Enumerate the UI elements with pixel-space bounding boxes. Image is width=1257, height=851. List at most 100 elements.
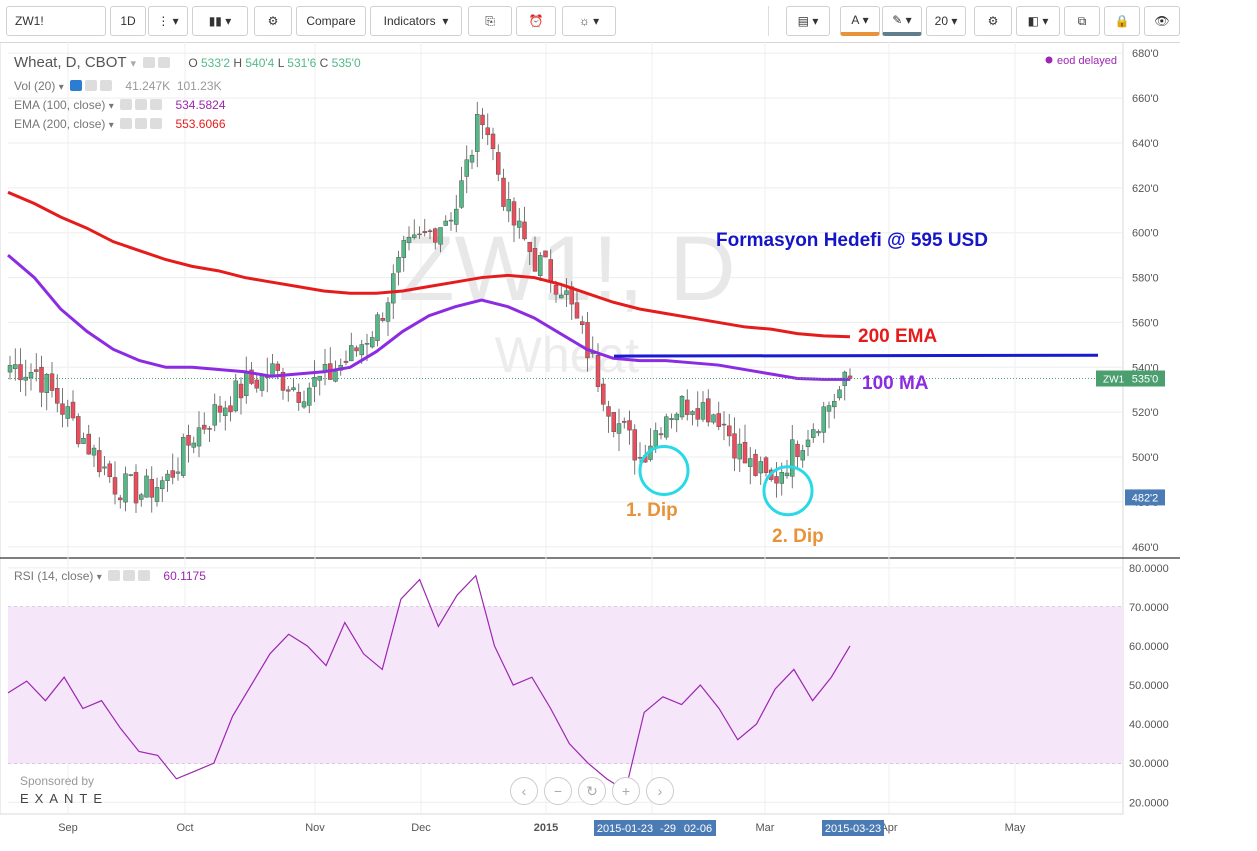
sponsor-block[interactable]: Sponsored by EXANTE <box>20 774 108 806</box>
drawing-settings-button[interactable]: ⚙ <box>974 6 1012 36</box>
last-price-tag <box>1125 370 1165 387</box>
gear-icon[interactable] <box>85 80 98 91</box>
ma100-annotation[interactable]: 100 MA <box>862 373 929 394</box>
candle-body <box>721 423 727 426</box>
close-icon[interactable] <box>150 99 163 110</box>
close-label: C <box>319 56 329 70</box>
candle-body <box>517 220 522 228</box>
settings-button[interactable]: ⚙ <box>254 6 292 36</box>
candle-body <box>170 470 175 478</box>
eye-icon[interactable] <box>70 80 83 91</box>
eye-icon[interactable] <box>120 118 133 129</box>
date-tag-text: 2015-03-23 <box>825 823 881 835</box>
gear-icon[interactable] <box>135 118 148 129</box>
sponsor-brand[interactable]: EXANTE <box>20 791 109 806</box>
ideas-button[interactable]: ☼ ▾ <box>562 6 616 36</box>
candle-body <box>506 199 511 212</box>
rsi-tick-label: 30.0000 <box>1129 758 1169 770</box>
gear-icon[interactable] <box>158 57 171 68</box>
eye-icon[interactable] <box>108 570 121 581</box>
candle-body <box>97 450 102 473</box>
scroll-left-button[interactable]: ‹ <box>510 777 538 805</box>
chart-svg[interactable]: ZW1!, D Wheat 460'0480'0500'0520'0540'05… <box>0 41 1180 842</box>
ema200-legend[interactable]: EMA (200, close) ▾ 553.6066 <box>14 117 226 131</box>
candle-body <box>81 437 86 444</box>
candle-body <box>485 127 490 136</box>
ema100-label: EMA (100, close) <box>14 98 106 112</box>
target-line[interactable] <box>613 353 1099 358</box>
candle-body <box>748 458 753 467</box>
indicators-label: Indicators <box>383 14 436 28</box>
candle-body <box>422 231 427 234</box>
lock-button[interactable]: 🔒 <box>1104 6 1140 36</box>
visibility-button[interactable]: 👁 <box>1144 6 1180 36</box>
ema200-value: 553.6066 <box>175 117 226 131</box>
compare-button[interactable]: Compare <box>296 6 366 36</box>
script-editor-button[interactable]: ⎘ <box>468 6 512 36</box>
candle-body <box>501 177 506 207</box>
candle-body <box>118 497 123 501</box>
reset-button[interactable]: ↻ <box>578 777 606 805</box>
zoom-out-button[interactable]: − <box>544 777 572 805</box>
chart-type-button[interactable]: ▮▮ ▾ <box>192 6 248 36</box>
symbol-input[interactable]: ZW1! <box>6 6 106 36</box>
font-size-value: 20 <box>934 14 948 28</box>
candle-body <box>711 414 716 423</box>
dip1-annotation[interactable]: 1. Dip <box>626 500 678 521</box>
candle-body <box>391 273 396 304</box>
rsi-legend[interactable]: RSI (14, close) ▾ 60.1175 <box>14 569 206 583</box>
candle-body <box>307 387 312 406</box>
candle-body <box>154 487 160 502</box>
chart-area[interactable]: ZW1!, D Wheat 460'0480'0500'0520'0540'05… <box>0 41 1180 842</box>
candle-body <box>181 437 186 476</box>
eye-icon[interactable] <box>120 99 133 110</box>
pen-color-button[interactable]: ✎ ▾ <box>882 6 922 36</box>
main-legend[interactable]: Wheat, D, CBOT ▾ O 533'2 H 540'4 L 531'6… <box>14 54 361 71</box>
gear-icon[interactable] <box>123 570 136 581</box>
font-size-select[interactable]: 20 ▾ <box>926 6 966 36</box>
rsi-label: RSI (14, close) <box>14 569 94 583</box>
candle-body <box>690 411 695 415</box>
interval-button[interactable]: 1D <box>110 6 146 36</box>
candle-body <box>60 403 65 415</box>
close-icon[interactable] <box>138 570 151 581</box>
open-label: O <box>188 56 198 70</box>
template-button[interactable]: ▤ ▾ <box>786 6 830 36</box>
target-annotation[interactable]: Formasyon Hedefi @ 595 USD <box>716 230 988 251</box>
candle-body <box>595 355 601 387</box>
candle-body <box>34 369 39 372</box>
interval-menu-button[interactable]: ⋮ ▾ <box>148 6 188 36</box>
watermark-symbol: ZW1!, D <box>398 218 735 320</box>
dip1-circle[interactable] <box>638 445 690 497</box>
candle-body <box>758 461 763 474</box>
price-tick-label: 520'0 <box>1132 407 1159 419</box>
candle-body <box>13 364 18 370</box>
candle-body <box>65 406 70 419</box>
dip2-annotation[interactable]: 2. Dip <box>772 526 824 547</box>
price-tick-label: 500'0 <box>1132 452 1159 464</box>
candle-body <box>779 471 784 484</box>
dip2-circle[interactable] <box>762 465 814 517</box>
candle-body <box>475 114 480 152</box>
candle-body <box>76 416 81 445</box>
z-order-button[interactable]: ◧ ▾ <box>1016 6 1060 36</box>
clone-button[interactable]: ⧉ <box>1064 6 1100 36</box>
gear-icon[interactable] <box>135 99 148 110</box>
date-tag <box>822 820 884 836</box>
close-icon[interactable] <box>150 118 163 129</box>
alert-button[interactable]: ⏰ <box>516 6 556 36</box>
candle-body <box>464 159 469 177</box>
ema200-annotation[interactable]: 200 EMA <box>858 326 937 347</box>
ema100-legend[interactable]: EMA (100, close) ▾ 534.5824 <box>14 98 226 112</box>
close-icon[interactable] <box>100 80 113 91</box>
indicators-button[interactable]: Indicators ▾ <box>370 6 462 36</box>
eye-icon[interactable] <box>143 57 156 68</box>
rsi-tick-label: 40.0000 <box>1129 719 1169 731</box>
legend-title: Wheat, D, CBOT <box>14 54 127 71</box>
volume-legend[interactable]: Vol (20) ▾ 41.247K 101.23K <box>14 79 222 93</box>
zoom-in-button[interactable]: + <box>612 777 640 805</box>
text-color-button[interactable]: A ▾ <box>840 6 880 36</box>
price-tick-label: 460'0 <box>1132 542 1159 554</box>
candle-body <box>44 373 49 393</box>
scroll-right-button[interactable]: › <box>646 777 674 805</box>
